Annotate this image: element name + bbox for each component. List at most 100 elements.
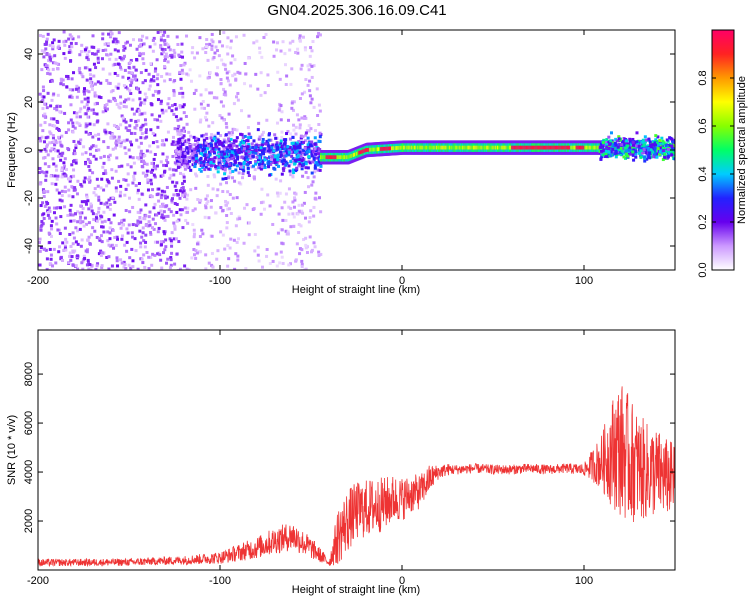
spectrogram-cell <box>52 38 56 42</box>
spectrogram-cell <box>53 61 57 65</box>
spectrogram-cell <box>125 240 129 244</box>
spectrogram-cell <box>639 155 643 159</box>
spectrogram-cell <box>300 159 304 163</box>
spectrogram-cell <box>152 157 156 161</box>
spectrogram-cell <box>149 255 153 259</box>
spectrogram-cell <box>105 178 109 182</box>
spectrogram-cell <box>256 245 260 249</box>
spectrogram-cell <box>88 81 92 85</box>
spectrogram-cell <box>617 135 621 139</box>
spectrogram-cell <box>262 35 266 39</box>
spectrogram-cell <box>228 166 232 170</box>
spectrogram-cell <box>296 150 300 154</box>
spectrogram-cell <box>166 161 170 165</box>
spectrogram-cell <box>230 145 234 149</box>
spectrogram-cell <box>43 140 47 144</box>
spectrogram-cell <box>289 206 293 210</box>
spectrogram-cell <box>297 231 301 235</box>
spectrogram-cell <box>157 187 161 191</box>
spectrogram-cell <box>109 99 113 103</box>
spectrogram-cell <box>234 168 238 172</box>
spectrogram-cell <box>286 232 290 236</box>
spectrogram-cell <box>298 150 302 154</box>
spectrogram-cell <box>84 48 88 52</box>
spectrogram-cell <box>151 38 155 42</box>
spectrogram-cell <box>65 74 69 78</box>
spectrogram-cell <box>124 178 128 182</box>
spectrogram-cell <box>44 136 48 140</box>
spectrogram-cell <box>83 257 87 261</box>
spectrogram-cell <box>227 134 231 138</box>
spectrogram-cell <box>198 167 202 171</box>
spectrogram-cell <box>66 77 70 81</box>
spectrogram-cell <box>178 104 182 108</box>
spectrogram-cell <box>232 238 236 242</box>
spectrogram-cell <box>296 51 300 55</box>
spectrogram-cell <box>163 248 167 252</box>
spectrogram-cell <box>155 77 159 81</box>
spectrogram-cell <box>88 147 92 151</box>
spectrogram-cell <box>135 57 139 61</box>
spectrogram-cell <box>275 48 279 52</box>
spectrogram-cell <box>94 193 98 197</box>
spectrogram-cell <box>232 154 236 158</box>
spectrogram-cell <box>226 36 230 40</box>
spectrogram-cell <box>170 251 174 255</box>
spectrogram-cell <box>189 168 193 172</box>
spectrogram-cell <box>48 130 52 134</box>
spectrogram-cell <box>272 40 276 44</box>
spectrogram-cell <box>94 52 98 56</box>
spectrogram-cell <box>673 157 675 161</box>
spectrogram-cell <box>215 73 219 77</box>
spectrogram-cell <box>135 138 139 142</box>
spectrogram-cell <box>185 34 189 38</box>
spectrogram-cell <box>85 89 89 93</box>
spectrogram-cell <box>170 142 174 146</box>
spectrogram-cell <box>94 148 98 152</box>
spectrogram-cell <box>223 161 227 165</box>
spectrogram-cell <box>186 221 190 225</box>
spectrogram-cell <box>193 207 197 211</box>
spectrogram-cell <box>73 249 77 253</box>
spectrogram-cell <box>170 109 174 113</box>
spectrogram-cell <box>637 151 641 155</box>
spectrogram-cell <box>179 86 183 90</box>
spectrogram-cell <box>241 176 245 180</box>
spectrogram-cell <box>180 128 184 132</box>
spectrogram-cell <box>96 49 100 53</box>
spectrogram-cell <box>111 63 115 67</box>
spectrogram-cell <box>149 128 153 132</box>
spectrogram-cell <box>315 87 319 91</box>
spectrogram-cell <box>260 265 264 269</box>
spectrogram-cell <box>233 159 237 163</box>
spectrogram-cell <box>232 102 236 106</box>
spectrogram-cell <box>161 111 165 115</box>
spectrogram-cell <box>105 255 109 259</box>
spectrogram-cell <box>226 148 230 152</box>
spectrogram-cell <box>97 206 101 210</box>
spectrogram-cell <box>204 158 208 162</box>
spectrogram-cell <box>194 186 198 190</box>
spectrogram-cell <box>172 224 176 228</box>
spectrogram-cell <box>53 143 57 147</box>
spectrogram-cell <box>632 143 636 147</box>
spectrogram-cell <box>220 58 224 62</box>
spectrogram-cell <box>61 151 65 155</box>
spectrogram-cell <box>227 112 231 116</box>
spectrogram-cell <box>44 248 48 252</box>
spectrogram-cell <box>59 158 63 162</box>
spectrogram-cell <box>166 60 170 64</box>
spectrogram-cell <box>207 150 211 154</box>
spectrogram-cell <box>43 115 47 119</box>
spectrogram-cell <box>655 155 659 159</box>
spectrogram-cell <box>156 83 160 87</box>
spectrogram-cell <box>220 116 224 120</box>
spectrogram-cell <box>167 97 171 101</box>
spectrogram-cell <box>50 98 54 102</box>
spectrogram-cell <box>129 165 133 169</box>
spectrogram-cell <box>310 154 314 158</box>
spectrogram-cell <box>176 159 180 163</box>
spectrogram-cell <box>174 149 178 153</box>
spectrogram-cell <box>124 126 128 130</box>
spectrogram-cell <box>264 142 268 146</box>
